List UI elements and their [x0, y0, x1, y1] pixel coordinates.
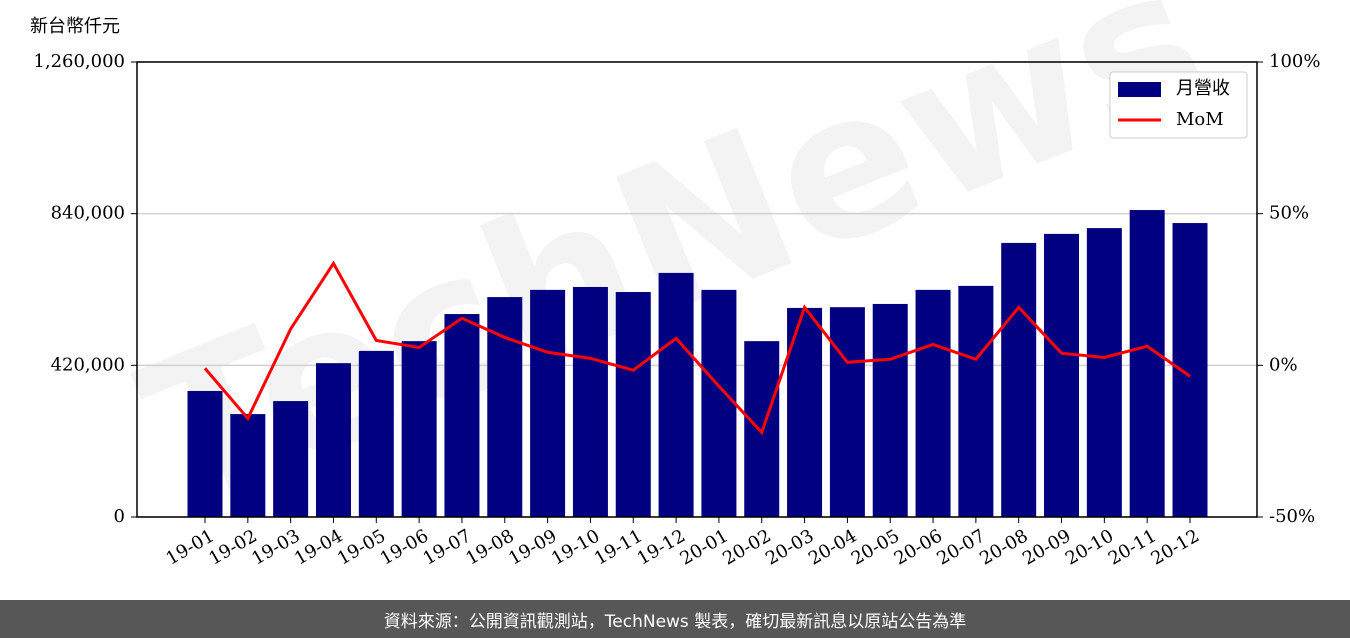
y-tick-label: 0 [114, 506, 125, 527]
x-tick-label: 19-10 [548, 525, 603, 569]
x-tick-label: 20-03 [762, 525, 817, 569]
footer: 資料來源：公開資訊觀測站，TechNews 製表，確切最新訊息以原站公告為準 [0, 600, 1350, 638]
y2-tick-label: 50% [1269, 203, 1309, 224]
x-tick-label: 20-09 [1019, 525, 1074, 569]
bar [572, 286, 608, 517]
bar [658, 272, 694, 517]
bar [487, 297, 523, 517]
x-tick-label: 20-06 [891, 525, 946, 569]
x-tick-label: 20-04 [805, 525, 860, 569]
bar [187, 390, 223, 517]
legend-label: 月營收 [1176, 78, 1230, 99]
x-tick-label: 19-07 [420, 525, 475, 569]
x-tick-label: 20-07 [933, 525, 988, 569]
y2-tick-label: 100% [1269, 51, 1320, 72]
x-tick-label: 19-11 [591, 525, 646, 569]
bar [315, 363, 351, 517]
bar [358, 350, 394, 517]
x-tick-label: 19-12 [634, 525, 689, 569]
x-tick-label: 20-11 [1105, 525, 1160, 569]
bar [701, 289, 737, 517]
y-tick-label: 1,260,000 [33, 51, 125, 72]
x-tick-label: 20-05 [848, 525, 903, 569]
bar [530, 289, 566, 517]
bar [958, 285, 994, 517]
y-tick-label: 840,000 [51, 203, 125, 224]
bar [829, 307, 865, 517]
y-tick-label: 420,000 [51, 354, 125, 375]
y2-tick-label: 0% [1269, 354, 1298, 375]
plot-frame [136, 61, 1258, 518]
x-tick-label: 20-01 [676, 525, 731, 569]
y-axis-label: 新台幣仟元 [30, 16, 120, 37]
x-tick-label: 19-03 [248, 525, 303, 569]
x-tick-label: 20-10 [1062, 525, 1117, 569]
bar [1172, 223, 1208, 518]
line [203, 260, 1191, 436]
x-tick-label: 19-04 [291, 525, 346, 569]
bar [230, 414, 266, 517]
x-tick-label: 20-02 [719, 525, 774, 569]
x-tick-label: 20-08 [976, 525, 1031, 569]
x-tick-label: 19-06 [377, 525, 432, 569]
bar [273, 401, 309, 517]
chart: 新台幣仟元 TechNews 0420,000840,0001,260,000-… [30, 0, 1320, 570]
x-tick-label: 19-09 [505, 525, 560, 569]
bar [1001, 242, 1037, 517]
y2-tick-label: -50% [1269, 506, 1315, 527]
bar [915, 289, 951, 517]
bar [872, 303, 908, 517]
x-tick-label: 20-12 [1148, 525, 1203, 569]
x-tick-label: 19-05 [334, 525, 389, 569]
legend-label: MoM [1176, 109, 1224, 130]
bar [615, 292, 651, 517]
bar [401, 341, 437, 517]
bar [444, 314, 480, 517]
x-tick-label: 19-08 [462, 525, 517, 569]
bar [1044, 233, 1080, 517]
legend-swatch [1118, 82, 1161, 97]
bar [1086, 228, 1122, 517]
bar [1129, 210, 1165, 518]
x-tick-label: 19-01 [163, 525, 218, 569]
